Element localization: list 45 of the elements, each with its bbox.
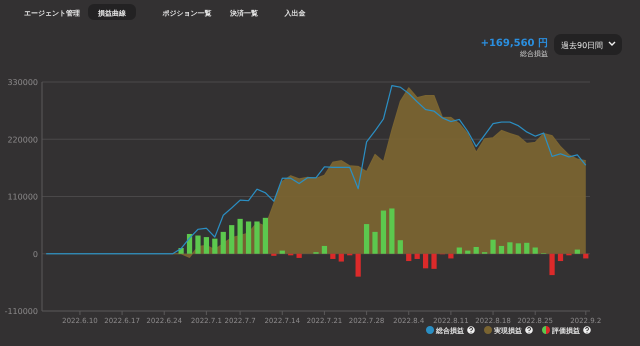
bar: [532, 248, 538, 254]
y-tick-label: 0: [32, 250, 38, 259]
bar: [507, 242, 513, 254]
y-tick-label: 220000: [7, 135, 38, 144]
bar: [246, 221, 252, 254]
bar: [262, 218, 268, 254]
bar: [238, 218, 243, 254]
bar: [330, 254, 336, 259]
bar: [524, 242, 530, 254]
bar: [448, 254, 454, 258]
bar: [212, 238, 218, 254]
bar: [296, 254, 302, 258]
bar: [254, 221, 260, 254]
bar: [456, 248, 462, 254]
bar: [583, 254, 588, 258]
y-tick-label: 110000: [7, 192, 38, 202]
bar: [490, 240, 496, 254]
y-tick-label: -110000: [4, 307, 38, 316]
bar: [574, 250, 580, 254]
bar: [465, 250, 470, 254]
bar: [398, 240, 403, 254]
bar: [516, 243, 521, 254]
bar: [322, 246, 328, 254]
bar: [474, 246, 479, 254]
text: 過去90日間: [561, 41, 604, 50]
bar: [229, 225, 234, 254]
bar: [204, 237, 210, 254]
bar: [380, 210, 386, 254]
bar: [558, 254, 564, 262]
bar: [356, 254, 361, 277]
bar: [422, 254, 428, 268]
bar: [431, 254, 437, 269]
bar: [364, 224, 370, 254]
bar: [220, 232, 226, 254]
bar: [414, 254, 420, 259]
bar: [406, 254, 412, 262]
y-tick-label: 330000: [7, 78, 38, 87]
bar: [280, 250, 285, 254]
bar: [372, 232, 378, 254]
bar: [338, 254, 344, 262]
bar: [389, 208, 394, 254]
bar: [195, 236, 201, 254]
bar: [549, 254, 555, 276]
bar: [498, 246, 504, 254]
text: +169,560 円: [480, 38, 548, 49]
